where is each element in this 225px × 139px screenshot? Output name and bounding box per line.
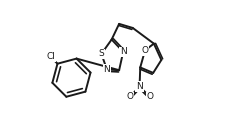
Text: O: O — [146, 92, 153, 101]
Text: N: N — [119, 47, 126, 56]
Text: Cl: Cl — [46, 52, 55, 61]
Text: N: N — [103, 65, 110, 74]
Text: O: O — [141, 46, 148, 55]
Text: S: S — [98, 49, 104, 58]
Text: N: N — [136, 82, 142, 91]
Text: O: O — [126, 92, 133, 101]
